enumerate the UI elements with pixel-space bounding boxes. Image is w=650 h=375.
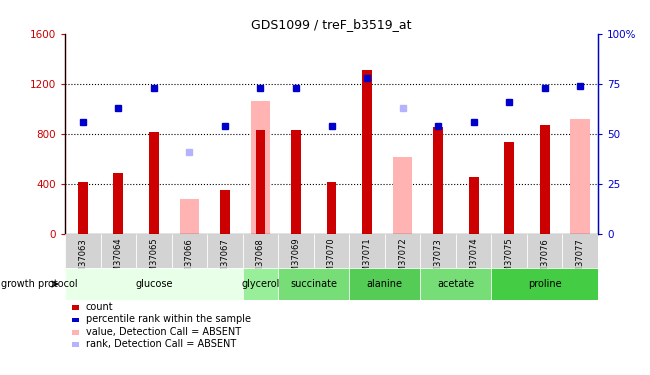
Bar bbox=[179, 199, 199, 234]
Text: succinate: succinate bbox=[291, 279, 337, 289]
Bar bbox=[491, 268, 598, 300]
Text: value, Detection Call = ABSENT: value, Detection Call = ABSENT bbox=[86, 327, 241, 336]
Bar bbox=[255, 130, 265, 234]
Bar bbox=[540, 125, 550, 234]
Text: glycerol: glycerol bbox=[241, 279, 280, 289]
Text: GSM37064: GSM37064 bbox=[114, 238, 123, 284]
Title: GDS1099 / treF_b3519_at: GDS1099 / treF_b3519_at bbox=[252, 18, 411, 31]
Bar bbox=[172, 234, 207, 268]
Bar bbox=[207, 234, 242, 268]
Bar bbox=[362, 70, 372, 234]
Bar bbox=[385, 234, 421, 268]
Text: growth protocol: growth protocol bbox=[1, 279, 77, 289]
Bar bbox=[421, 234, 456, 268]
Bar bbox=[571, 119, 590, 234]
Bar bbox=[101, 234, 136, 268]
Bar bbox=[291, 130, 301, 234]
Text: GSM37070: GSM37070 bbox=[327, 238, 336, 284]
Bar bbox=[72, 342, 79, 347]
Bar bbox=[433, 127, 443, 234]
Bar bbox=[326, 182, 337, 234]
Text: GSM37071: GSM37071 bbox=[363, 238, 372, 284]
Text: GSM37077: GSM37077 bbox=[576, 238, 585, 284]
Bar bbox=[242, 268, 278, 300]
Bar bbox=[421, 268, 491, 300]
Text: GSM37063: GSM37063 bbox=[78, 238, 87, 284]
Text: count: count bbox=[86, 302, 113, 312]
Text: GSM37073: GSM37073 bbox=[434, 238, 443, 284]
Bar bbox=[278, 268, 349, 300]
Bar bbox=[349, 268, 421, 300]
Text: glucose: glucose bbox=[135, 279, 173, 289]
Text: GSM37068: GSM37068 bbox=[256, 238, 265, 284]
Bar bbox=[72, 305, 79, 310]
Text: proline: proline bbox=[528, 279, 562, 289]
Text: alanine: alanine bbox=[367, 279, 403, 289]
Bar bbox=[220, 190, 230, 234]
Bar bbox=[491, 234, 527, 268]
Bar bbox=[136, 234, 172, 268]
Text: GSM37066: GSM37066 bbox=[185, 238, 194, 284]
Bar bbox=[562, 234, 598, 268]
Bar bbox=[504, 142, 514, 234]
Text: GSM37075: GSM37075 bbox=[504, 238, 514, 284]
Text: percentile rank within the sample: percentile rank within the sample bbox=[86, 314, 251, 324]
Text: rank, Detection Call = ABSENT: rank, Detection Call = ABSENT bbox=[86, 339, 236, 349]
Text: GSM37069: GSM37069 bbox=[291, 238, 300, 284]
Text: GSM37067: GSM37067 bbox=[220, 238, 229, 284]
Bar bbox=[65, 268, 242, 300]
Bar bbox=[149, 132, 159, 234]
Bar bbox=[469, 177, 478, 234]
Bar bbox=[349, 234, 385, 268]
Text: GSM37074: GSM37074 bbox=[469, 238, 478, 284]
Bar bbox=[72, 330, 79, 334]
Bar bbox=[393, 157, 412, 234]
Bar bbox=[314, 234, 349, 268]
Bar bbox=[113, 173, 124, 234]
Bar bbox=[242, 234, 278, 268]
Bar bbox=[456, 234, 491, 268]
Bar bbox=[72, 318, 79, 322]
Text: GSM37065: GSM37065 bbox=[150, 238, 159, 284]
Bar bbox=[65, 234, 101, 268]
Bar bbox=[278, 234, 314, 268]
Bar bbox=[527, 234, 562, 268]
Text: acetate: acetate bbox=[437, 279, 474, 289]
Bar bbox=[251, 102, 270, 234]
Text: GSM37076: GSM37076 bbox=[540, 238, 549, 284]
Bar bbox=[78, 182, 88, 234]
Text: GSM37072: GSM37072 bbox=[398, 238, 407, 284]
